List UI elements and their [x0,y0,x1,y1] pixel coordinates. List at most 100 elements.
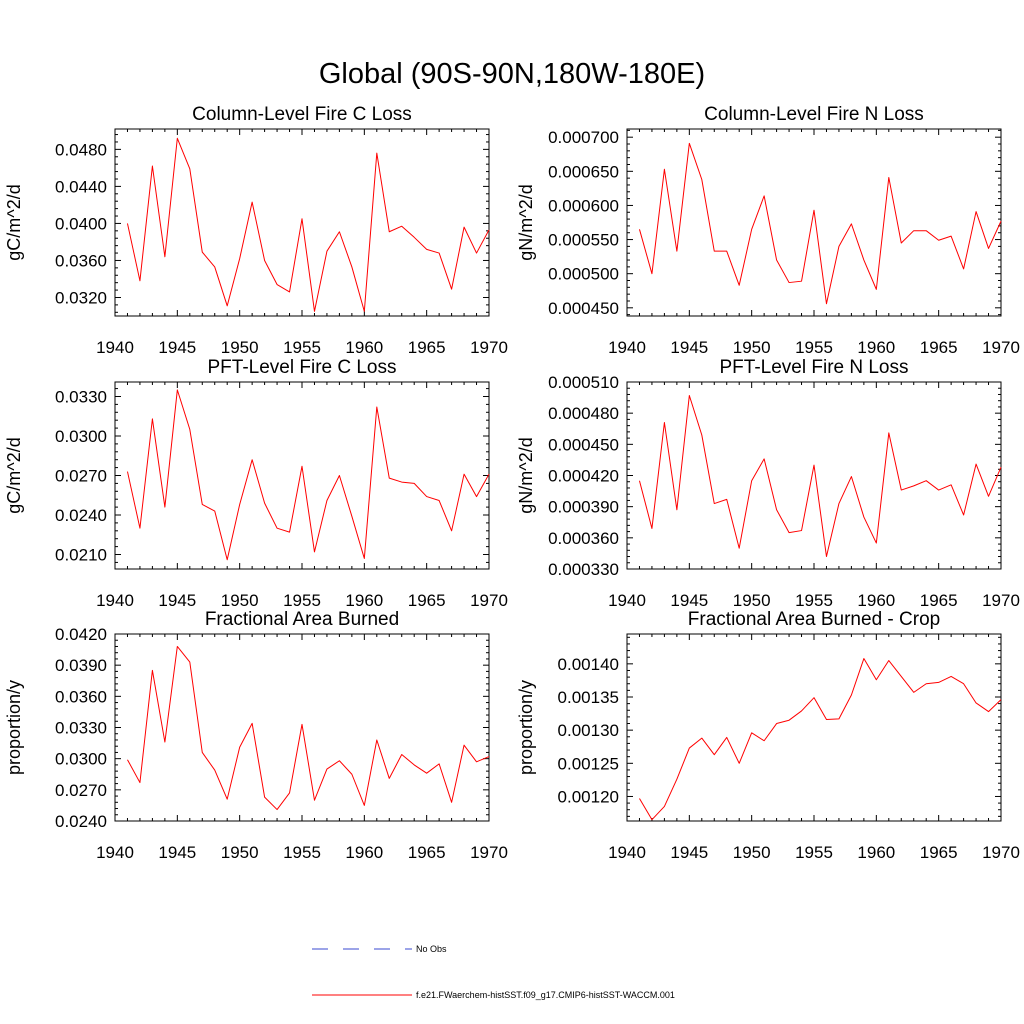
y-tick-label: 0.000450 [548,299,619,318]
y-axis-label-pft-level-fire-n-loss: gN/m^2/d [516,437,536,513]
y-tick-label: 0.000450 [548,435,619,454]
panel-title-pft-level-fire-c-loss: PFT-Level Fire C Loss [208,357,397,378]
y-tick-label: 0.0240 [55,506,107,525]
x-tick-label: 1945 [670,338,708,357]
panel-title-column-level-fire-c-loss: Column-Level Fire C Loss [192,104,412,125]
x-tick-label: 1965 [920,591,958,610]
x-tick-label: 1970 [470,843,508,862]
x-tick-label: 1945 [158,843,196,862]
x-tick-label: 1960 [857,843,895,862]
y-tick-label: 0.000360 [548,529,619,548]
y-tick-label: 0.000390 [548,498,619,517]
series-line-fractional-area-burned-crop [639,658,1002,821]
x-tick-label: 1940 [608,843,646,862]
x-tick-label: 1965 [920,843,958,862]
x-tick-label: 1950 [733,843,771,862]
y-tick-label: 0.0300 [55,427,107,446]
plot-frame-column-level-fire-n-loss [626,128,1002,317]
y-tick-label: 0.0330 [55,387,107,406]
x-tick-label: 1950 [221,591,259,610]
panel-pft-level-fire-c-loss: PFT-Level Fire C Loss 1940 1945 1950 1955 196… [4,357,508,610]
y-tick-label: 0.0320 [55,288,107,307]
legend: No Obs f.e21.FWaerchem-histSST.f09_g17.C… [312,944,675,1000]
y-tick-label: 0.0270 [55,467,107,486]
plot-frame-pft-level-fire-c-loss [114,381,490,570]
x-tick-label: 1965 [920,338,958,357]
panel-column-level-fire-c-loss: Column-Level Fire C Loss 1940 1945 1950 1955… [4,104,508,357]
series-line-column-level-fire-c-loss [126,137,490,312]
series-line-pft-level-fire-n-loss [638,395,1002,558]
x-tick-label: 1955 [283,338,321,357]
y-tick-label: 0.0270 [55,781,107,800]
x-tick-label: 1965 [408,338,446,357]
y-axis-label-column-level-fire-c-loss: gC/m^2/d [4,184,24,260]
y-tick-label: 0.0420 [55,625,107,644]
y-tick-label: 0.000330 [548,560,619,579]
y-tick-label: 0.00125 [558,754,619,773]
series-line-column-level-fire-n-loss [638,142,1002,305]
y-tick-label: 0.0300 [55,750,107,769]
panel-title-column-level-fire-n-loss: Column-Level Fire N Loss [704,104,924,125]
x-tick-label: 1960 [345,338,383,357]
x-tick-label: 1950 [221,843,259,862]
x-tick-label: 1960 [857,338,895,357]
x-tick-label: 1940 [96,843,134,862]
x-tick-label: 1945 [670,843,708,862]
x-tick-label: 1970 [470,591,508,610]
x-tick-label: 1965 [408,843,446,862]
panel-fractional-area-burned: Fractional Area Burned 1940 1945 1950 1955 19… [4,609,508,862]
x-tick-label: 1950 [733,338,771,357]
x-tick-label: 1955 [283,843,321,862]
y-tick-label: 0.000510 [548,373,619,392]
panel-title-fractional-area-burned-crop: Fractional Area Burned - Crop [688,609,940,630]
y-tick-label: 0.00130 [558,721,619,740]
x-tick-label: 1970 [982,591,1020,610]
y-tick-label: 0.0400 [55,214,107,233]
y-axis-label-pft-level-fire-c-loss: gC/m^2/d [4,437,24,513]
y-tick-label: 0.000480 [548,404,619,423]
y-axis-label-column-level-fire-n-loss: gN/m^2/d [516,184,536,260]
x-tick-label: 1950 [733,591,771,610]
y-tick-label: 0.0480 [55,140,107,159]
panel-fractional-area-burned-crop: Fractional Area Burned - Crop 1940 1945 195… [516,609,1020,862]
y-tick-label: 0.00135 [558,688,619,707]
main-title: Global (90S-90N,180W-180E) [319,58,705,90]
y-tick-label: 0.0330 [55,719,107,738]
y-tick-label: 0.000420 [548,467,619,486]
x-tick-label: 1960 [345,591,383,610]
y-tick-label: 0.00120 [558,787,619,806]
panel-title-pft-level-fire-n-loss: PFT-Level Fire N Loss [720,357,909,378]
panel-title-fractional-area-burned: Fractional Area Burned [205,609,399,630]
y-tick-label: 0.000500 [548,265,619,284]
y-tick-label: 0.0360 [55,687,107,706]
x-tick-label: 1940 [96,338,134,357]
plot-frame-fractional-area-burned [114,633,490,822]
y-tick-label: 0.0360 [55,251,107,270]
y-axis-label-fractional-area-burned: proportion/y [4,680,24,775]
x-tick-label: 1960 [345,843,383,862]
x-tick-label: 1955 [283,591,321,610]
x-tick-label: 1970 [470,338,508,357]
legend-label-no-obs: No Obs [416,944,447,954]
series-line-pft-level-fire-c-loss [126,389,490,561]
x-tick-label: 1945 [670,591,708,610]
x-tick-label: 1940 [96,591,134,610]
x-tick-label: 1960 [857,591,895,610]
x-tick-label: 1940 [608,338,646,357]
x-tick-label: 1945 [158,338,196,357]
x-tick-label: 1955 [795,591,833,610]
x-tick-label: 1955 [795,843,833,862]
y-tick-label: 0.000550 [548,231,619,250]
x-tick-label: 1970 [982,338,1020,357]
series-line-fractional-area-burned [127,645,490,811]
plot-frame-fractional-area-burned-crop [626,633,1002,822]
y-axis-label-fractional-area-burned-crop: proportion/y [516,680,536,775]
x-tick-label: 1955 [795,338,833,357]
panels: Column-Level Fire C Loss 1940 1945 1950 1955… [4,104,1020,862]
x-tick-label: 1965 [408,591,446,610]
y-tick-label: 0.0240 [55,812,107,831]
y-tick-label: 0.000600 [548,196,619,215]
x-tick-label: 1940 [608,591,646,610]
y-tick-label: 0.000700 [548,128,619,147]
